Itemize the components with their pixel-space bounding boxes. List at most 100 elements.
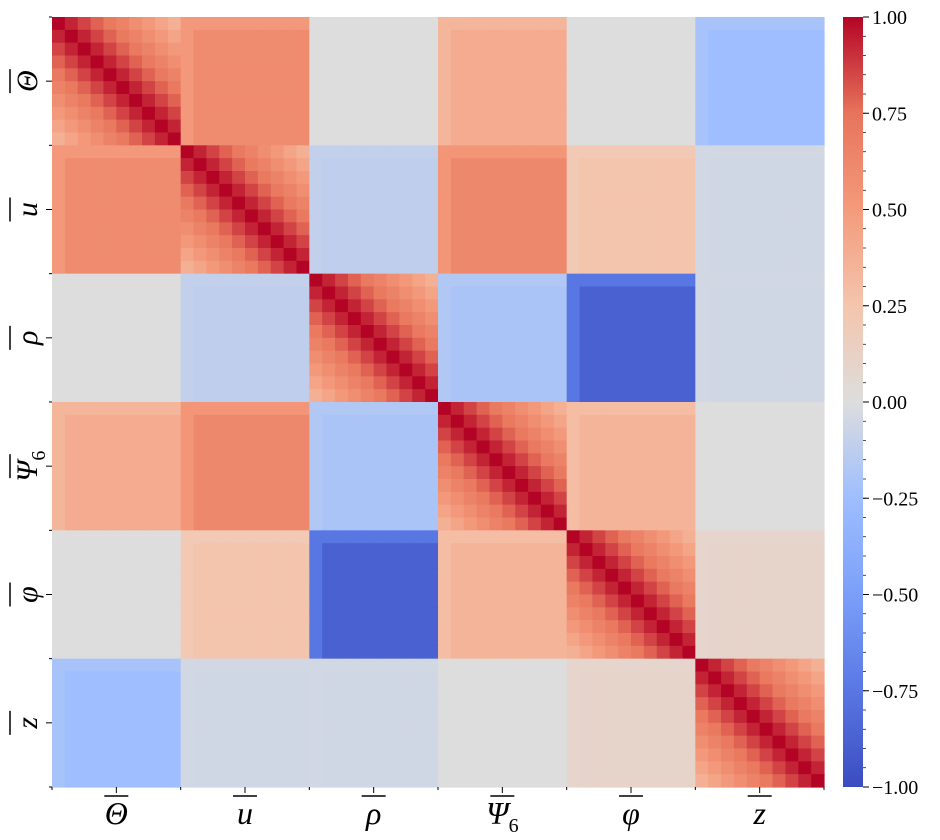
heatmap-cell (154, 440, 169, 454)
heatmap-cell (476, 171, 491, 185)
heatmap-cell (245, 171, 259, 185)
heatmap-cell (232, 145, 246, 159)
heatmap-cell (399, 312, 413, 326)
heatmap-cell (759, 312, 774, 326)
heatmap-cell (232, 543, 246, 557)
heatmap-cell (193, 402, 207, 416)
heatmap-cell (425, 491, 439, 506)
heatmap-cell (270, 29, 285, 44)
heatmap-cell (232, 671, 246, 685)
heatmap-cell (566, 171, 581, 185)
heatmap-cell (64, 748, 79, 762)
heatmap-cell (309, 145, 323, 159)
heatmap-cell (489, 453, 503, 467)
heatmap-cell (412, 196, 426, 211)
heatmap-cell (669, 29, 684, 44)
heatmap-cell (643, 171, 658, 185)
heatmap-cell (142, 491, 156, 506)
heatmap-cell (219, 761, 233, 775)
heatmap-cell (618, 453, 632, 467)
heatmap-cell (219, 81, 233, 95)
heatmap-cell (579, 479, 593, 493)
heatmap-cell (605, 145, 619, 159)
heatmap-cell (360, 633, 375, 647)
heatmap-cell (772, 171, 786, 185)
heatmap-cell (528, 402, 542, 416)
heatmap-cell (180, 119, 195, 134)
heatmap-cell (232, 222, 246, 236)
heatmap-cell (64, 568, 79, 583)
heatmap-cell (605, 671, 619, 685)
heatmap-cell (425, 325, 439, 339)
heatmap-cell (425, 106, 439, 121)
heatmap-cell (322, 748, 336, 762)
heatmap-cell (116, 145, 130, 159)
heatmap-cell (785, 440, 799, 454)
heatmap-cell (695, 286, 709, 300)
heatmap-cell (759, 222, 774, 236)
heatmap-cell (669, 479, 684, 493)
heatmap-cell (631, 402, 645, 416)
heatmap-cell (656, 735, 671, 750)
heatmap-cell (450, 607, 465, 621)
heatmap-cell (579, 594, 593, 608)
heatmap-cell (167, 363, 182, 377)
heatmap-cell (682, 684, 696, 698)
heatmap-cell (515, 119, 529, 134)
heatmap-cell (682, 273, 696, 288)
heatmap-cell (77, 427, 92, 442)
heatmap-cell (167, 81, 182, 95)
heatmap-cell (502, 645, 516, 660)
heatmap-cell (811, 29, 825, 44)
heatmap-cell (811, 568, 825, 583)
heatmap-cell (592, 594, 606, 608)
heatmap-cell (425, 42, 439, 57)
heatmap-cell (399, 697, 413, 711)
heatmap-cell (605, 248, 619, 262)
heatmap-cell (399, 607, 413, 621)
heatmap-cell (425, 299, 439, 313)
heatmap-cell (772, 119, 786, 134)
heatmap-cell (206, 633, 220, 647)
heatmap-cell (463, 722, 478, 737)
heatmap-cell (605, 684, 619, 698)
heatmap-cell (746, 132, 761, 146)
heatmap-cell (643, 453, 658, 467)
heatmap-cell (129, 427, 143, 442)
heatmap-cell (566, 29, 581, 44)
heatmap-cell (515, 106, 529, 121)
heatmap-cell (631, 466, 645, 480)
heatmap-cell (721, 350, 735, 365)
heatmap-cell (103, 568, 117, 583)
heatmap-cell (682, 594, 696, 608)
heatmap-cell (296, 530, 310, 544)
heatmap-cell (553, 453, 568, 467)
heatmap-cell (592, 17, 606, 31)
heatmap-cell (708, 106, 722, 121)
heatmap-cell (309, 196, 323, 211)
heatmap-cell (129, 748, 143, 762)
heatmap-cell (347, 158, 362, 172)
heatmap-cell (412, 466, 426, 480)
heatmap-cell (746, 299, 761, 313)
heatmap-cell (219, 479, 233, 493)
heatmap-cell (142, 209, 156, 223)
heatmap-cell (412, 594, 426, 608)
heatmap-cell (52, 42, 66, 57)
heatmap-cell (373, 581, 388, 596)
heatmap-cell (90, 517, 105, 531)
heatmap-cell (154, 658, 169, 673)
heatmap-cell (643, 774, 658, 788)
heatmap-cell (438, 543, 452, 557)
heatmap-cell (64, 55, 79, 69)
heatmap-cell (347, 697, 362, 711)
heatmap-cell (77, 106, 92, 121)
heatmap-cell (64, 299, 79, 313)
heatmap-cell (270, 735, 285, 750)
heatmap-cell (669, 337, 684, 352)
heatmap-cell (438, 55, 452, 69)
heatmap-cell (553, 106, 568, 121)
heatmap-cell (450, 620, 465, 634)
heatmap-cell (438, 748, 452, 762)
heatmap-cell (335, 350, 349, 365)
